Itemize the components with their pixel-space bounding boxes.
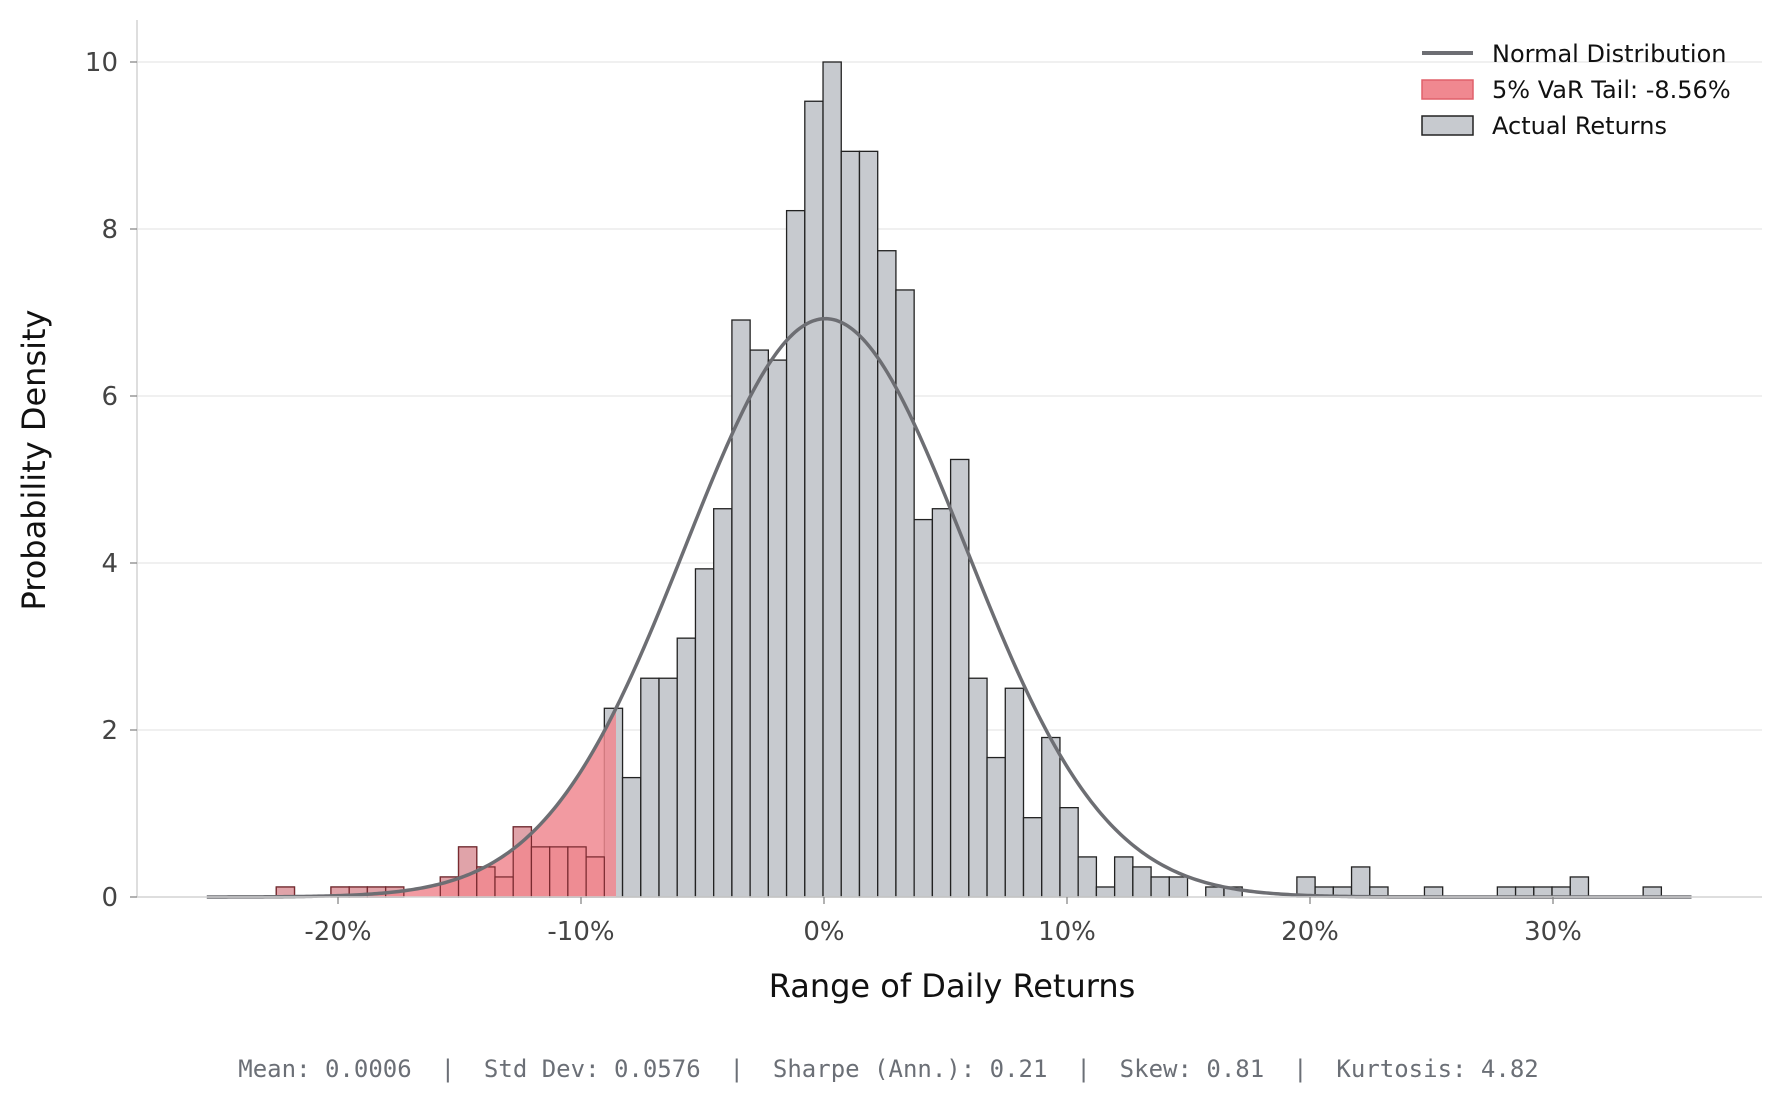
- x-tick-label: 20%: [1281, 917, 1339, 947]
- histogram-bar: [1113, 856, 1134, 898]
- y-tick-label: 6: [101, 382, 118, 412]
- histogram-bar: [931, 508, 952, 898]
- summary-stats: Mean: 0.0006 | Std Dev: 0.0576 | Sharpe …: [238, 1055, 1539, 1083]
- histogram-bar: [1132, 866, 1152, 898]
- histogram-bar: [968, 677, 988, 898]
- histogram-bar: [1205, 886, 1225, 898]
- tail-histogram-bar: [567, 846, 587, 898]
- y-tick-label: 2: [101, 716, 118, 746]
- histogram-bar: [1350, 866, 1371, 898]
- histogram-bar: [895, 289, 915, 898]
- histogram-bar: [877, 250, 897, 898]
- histogram-bar: [858, 150, 879, 898]
- histogram-bar: [1077, 856, 1098, 898]
- legend-returns-label: Actual Returns: [1492, 112, 1667, 140]
- y-tick-label: 4: [101, 549, 118, 579]
- histogram-bar: [658, 677, 678, 898]
- x-tick-label: 10%: [1038, 917, 1096, 947]
- tail-histogram-bar: [549, 846, 569, 898]
- histogram-bar: [840, 150, 861, 898]
- histogram-bar: [621, 776, 642, 898]
- x-tick-label: 30%: [1524, 917, 1582, 947]
- histogram-bar: [913, 518, 934, 898]
- x-tick-label: -10%: [547, 917, 614, 947]
- tail-histogram-bar: [585, 856, 605, 898]
- histogram-bar: [1059, 807, 1079, 898]
- histogram-bar: [731, 319, 751, 898]
- legend-returns-swatch: [1421, 115, 1474, 136]
- legend-var-swatch: [1421, 79, 1474, 100]
- histogram-bar: [1168, 876, 1189, 898]
- histogram-bar: [986, 756, 1006, 898]
- tail-histogram-bar: [494, 876, 514, 898]
- histogram-bar: [749, 349, 770, 898]
- legend-var-label: 5% VaR Tail: -8.56%: [1492, 76, 1731, 104]
- var-tail-overlay: [206, 708, 616, 898]
- histogram-bar: [1150, 876, 1170, 898]
- histogram-bar: [822, 61, 842, 898]
- grid-lines: [137, 61, 1762, 731]
- histogram-bar: [949, 458, 970, 898]
- x-tick-label: -20%: [304, 917, 371, 947]
- x-tick-label: 0%: [803, 917, 844, 947]
- histogram-bar: [1022, 817, 1043, 898]
- y-tick-label: 10: [85, 48, 118, 78]
- y-axis-title: Probability Density: [15, 310, 53, 611]
- y-tick-label: 0: [101, 883, 118, 913]
- histogram-bar: [804, 100, 824, 898]
- legend: Normal Distribution 5% VaR Tail: -8.56% …: [1421, 40, 1731, 140]
- tick-labels: -20% -10% 0% 10% 20% 30% 0 2 4 6 8 10: [85, 48, 1582, 947]
- legend-normal-label: Normal Distribution: [1492, 40, 1726, 68]
- tail-histogram-bar: [530, 846, 551, 898]
- histogram-bar: [1569, 876, 1590, 898]
- histogram-bar: [713, 508, 733, 898]
- y-tick-label: 8: [101, 215, 118, 245]
- histogram-bar: [1095, 886, 1116, 898]
- axes: [136, 20, 1762, 898]
- histogram-bar: [785, 209, 806, 898]
- histogram-bars: [275, 61, 1663, 898]
- x-axis-title: Range of Daily Returns: [769, 967, 1136, 1005]
- histogram-bar: [694, 568, 715, 898]
- histogram-bar: [676, 637, 697, 898]
- histogram-bar: [1041, 736, 1061, 898]
- histogram-bar: [1004, 687, 1025, 898]
- histogram-bar: [767, 359, 788, 898]
- histogram-bar: [640, 677, 660, 898]
